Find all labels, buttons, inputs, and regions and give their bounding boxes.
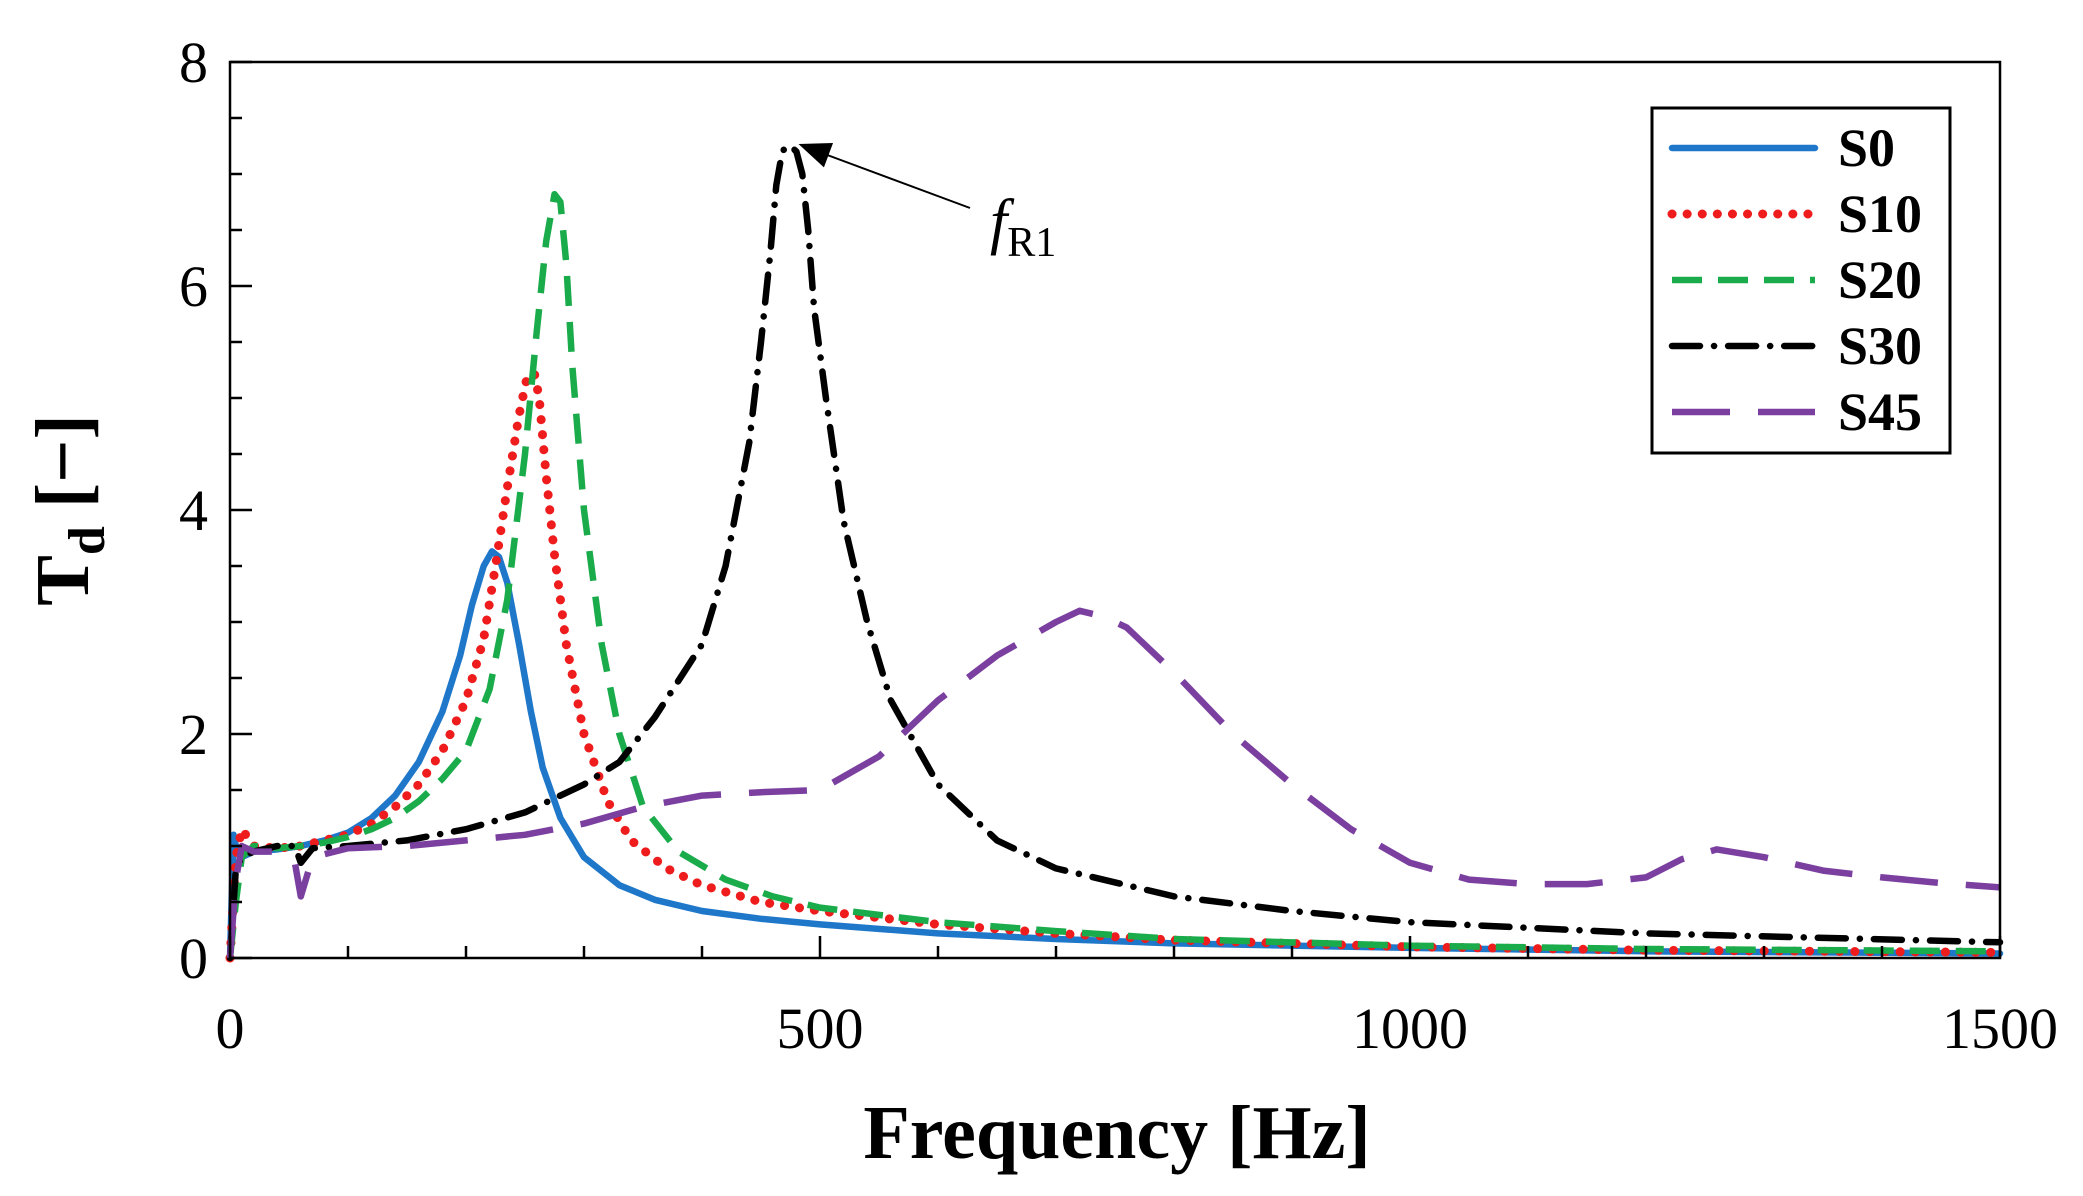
legend-label-s0: S0 [1838,118,1895,178]
annotation-arrow [816,150,971,209]
legend-label-s20: S20 [1838,250,1922,310]
svg-text:Td[−]: Td [−] [21,414,116,606]
y-tick-label: 4 [179,478,208,543]
series-line-s45 [226,607,2001,959]
annotation: fR1 [798,143,1056,266]
series-line-s20 [226,190,2001,959]
y-axis-title: Td [−] [21,414,116,606]
y-axis-title-main: T [21,555,105,606]
ticks-layer [228,60,2002,960]
y-axis-title-sub: d [59,526,116,555]
y-axis-title-unit: [−] [21,414,105,508]
series-line-s30 [226,142,2004,962]
y-tick-label: 8 [179,30,208,95]
legend-label-s45: S45 [1838,382,1922,442]
x-tick-label: 1500 [1942,996,2058,1061]
x-tick-label: 500 [777,996,864,1061]
y-tick-label: 2 [179,702,208,767]
legend-label-s30: S30 [1838,316,1922,376]
annotation-arrowhead [798,143,834,168]
x-axis-title: Frequency [Hz] [863,1091,1370,1175]
annotation-label-sub: R1 [1007,220,1056,266]
y-tick-label: 0 [179,926,208,991]
x-tick-label: 1000 [1352,996,1468,1061]
x-tick-label: 0 [216,996,245,1061]
legend-label-s10: S10 [1838,184,1922,244]
series-layer [225,142,2005,963]
tick-labels-layer: 0 500 1000 1500 0 2 4 6 8 [179,30,2058,1061]
annotation-label: fR1 [990,188,1056,266]
y-tick-label: 6 [179,254,208,319]
